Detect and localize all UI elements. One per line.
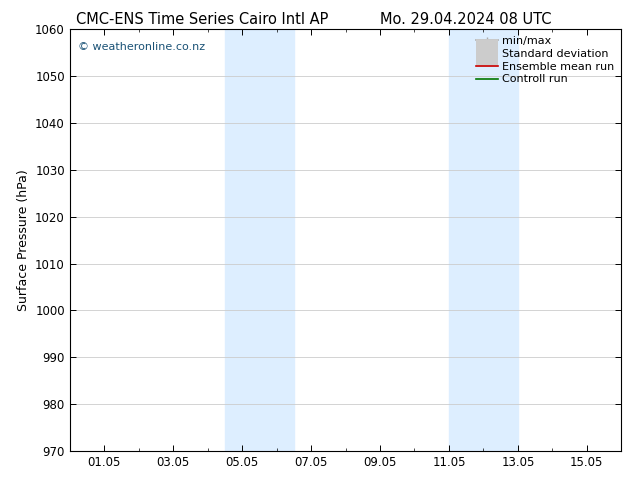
Text: © weatheronline.co.nz: © weatheronline.co.nz (78, 42, 205, 52)
Bar (449, 29, 518, 451)
Text: Mo. 29.04.2024 08 UTC: Mo. 29.04.2024 08 UTC (380, 12, 552, 27)
Legend: min/max, Standard deviation, Ensemble mean run, Controll run: min/max, Standard deviation, Ensemble me… (472, 33, 618, 88)
Text: CMC-ENS Time Series Cairo Intl AP: CMC-ENS Time Series Cairo Intl AP (76, 12, 328, 27)
Y-axis label: Surface Pressure (hPa): Surface Pressure (hPa) (16, 169, 30, 311)
Bar (225, 29, 294, 451)
